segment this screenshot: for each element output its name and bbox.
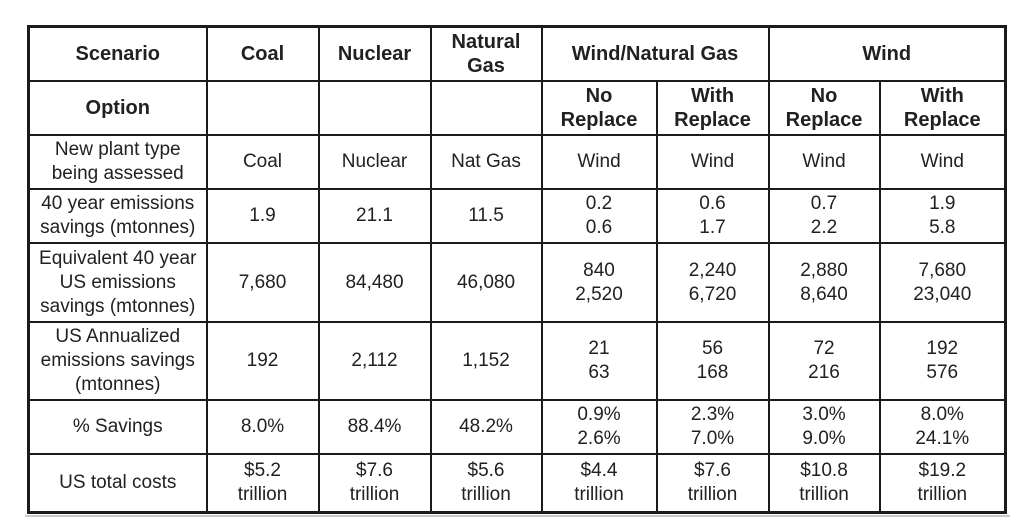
row-label-new-plant-type: New plant type being assessed bbox=[27, 134, 208, 190]
table-cell: 46,080 bbox=[429, 242, 543, 323]
header-coal: Coal bbox=[205, 25, 320, 82]
table-cell: 21.1 bbox=[317, 188, 432, 244]
header-nuclear: Nuclear bbox=[317, 25, 432, 82]
table-cell: 0.6 1.7 bbox=[655, 188, 770, 244]
table-cell: $7.6 trillion bbox=[655, 453, 770, 513]
table-cell: 840 2,520 bbox=[540, 242, 658, 323]
table-cell: $10.8 trillion bbox=[767, 453, 881, 513]
table-cell: 0.7 2.2 bbox=[767, 188, 881, 244]
header-option: Option bbox=[27, 80, 208, 136]
table-cell: 1,152 bbox=[429, 321, 543, 401]
subheader-wng-no-replace: No Replace bbox=[540, 80, 658, 136]
empty-cell bbox=[205, 80, 320, 136]
table-cell: 88.4% bbox=[317, 399, 432, 455]
table-cell: Nuclear bbox=[317, 134, 432, 190]
table-cell: 192 576 bbox=[878, 321, 1007, 401]
table-row-40yr-emissions: 40 year emissions savings (mtonnes) 1.9 … bbox=[27, 188, 1007, 244]
subheader-wind-no-replace: No Replace bbox=[767, 80, 881, 136]
table-cell: 84,480 bbox=[317, 242, 432, 323]
table-cell: 2,112 bbox=[317, 321, 432, 401]
table-cell: 1.9 5.8 bbox=[878, 188, 1007, 244]
table-row-us-total-costs: US total costs $5.2 trillion $7.6 trillion… bbox=[27, 453, 1007, 513]
table-cell: 8.0% bbox=[205, 399, 320, 455]
table-cell: Wind bbox=[767, 134, 881, 190]
header-scenario: Scenario bbox=[27, 25, 208, 82]
table-cell: 72 216 bbox=[767, 321, 881, 401]
table-cell: Wind bbox=[878, 134, 1007, 190]
table-cell: 192 bbox=[205, 321, 320, 401]
table-cell: $5.2 trillion bbox=[205, 453, 320, 513]
table-row-scenario-header: Scenario Coal Nuclear Natural Gas Wind/Na… bbox=[27, 25, 1007, 82]
empty-cell bbox=[429, 80, 543, 136]
table-cell: 2,240 6,720 bbox=[655, 242, 770, 323]
table-row-us-annualized-emissions: US Annualized emissions savings (mtonnes… bbox=[27, 321, 1007, 401]
row-label-40yr-emissions: 40 year emissions savings (mtonnes) bbox=[27, 188, 208, 244]
subheader-wind-with-replace: With Replace bbox=[878, 80, 1007, 136]
subheader-wng-with-replace: With Replace bbox=[655, 80, 770, 136]
table-cell: 7,680 bbox=[205, 242, 320, 323]
table-cell: 2.3% 7.0% bbox=[655, 399, 770, 455]
row-label-percent-savings: % Savings bbox=[27, 399, 208, 455]
table-cell: 0.2 0.6 bbox=[540, 188, 658, 244]
table-cell: Coal bbox=[205, 134, 320, 190]
table-cell: 2,880 8,640 bbox=[767, 242, 881, 323]
header-natural-gas: Natural Gas bbox=[429, 25, 543, 82]
table-cell: 7,680 23,040 bbox=[878, 242, 1007, 323]
scenario-comparison-table-wrap: Scenario Coal Nuclear Natural Gas Wind/Na… bbox=[27, 25, 1008, 514]
scenario-comparison-table: Scenario Coal Nuclear Natural Gas Wind/Na… bbox=[27, 25, 1008, 514]
table-row-new-plant-type: New plant type being assessed Coal Nucle… bbox=[27, 134, 1007, 190]
header-wind: Wind bbox=[767, 25, 1007, 82]
table-cell: Nat Gas bbox=[429, 134, 543, 190]
table-cell: 56 168 bbox=[655, 321, 770, 401]
table-cell: 8.0% 24.1% bbox=[878, 399, 1007, 455]
table-cell: Wind bbox=[540, 134, 658, 190]
table-cell: $7.6 trillion bbox=[317, 453, 432, 513]
table-cell: $5.6 trillion bbox=[429, 453, 543, 513]
table-cell: 21 63 bbox=[540, 321, 658, 401]
page-edge-line bbox=[25, 515, 1010, 517]
table-cell: Wind bbox=[655, 134, 770, 190]
row-label-equivalent-us-emissions: Equivalent 40 year US emissions savings … bbox=[27, 242, 208, 323]
table-cell: $4.4 trillion bbox=[540, 453, 658, 513]
table-cell: $19.2 trillion bbox=[878, 453, 1007, 513]
table-row-equivalent-us-emissions: Equivalent 40 year US emissions savings … bbox=[27, 242, 1007, 323]
header-wind-natural-gas: Wind/Natural Gas bbox=[540, 25, 770, 82]
table-row-percent-savings: % Savings 8.0% 88.4% 48.2% 0.9% 2.6% 2.3%… bbox=[27, 399, 1007, 455]
empty-cell bbox=[317, 80, 432, 136]
row-label-us-annualized-emissions: US Annualized emissions savings (mtonnes… bbox=[27, 321, 208, 401]
table-cell: 11.5 bbox=[429, 188, 543, 244]
table-cell: 0.9% 2.6% bbox=[540, 399, 658, 455]
table-cell: 3.0% 9.0% bbox=[767, 399, 881, 455]
table-row-option-header: Option No Replace With Replace No Replace W… bbox=[27, 80, 1007, 136]
row-label-us-total-costs: US total costs bbox=[27, 453, 208, 513]
table-cell: 48.2% bbox=[429, 399, 543, 455]
table-cell: 1.9 bbox=[205, 188, 320, 244]
